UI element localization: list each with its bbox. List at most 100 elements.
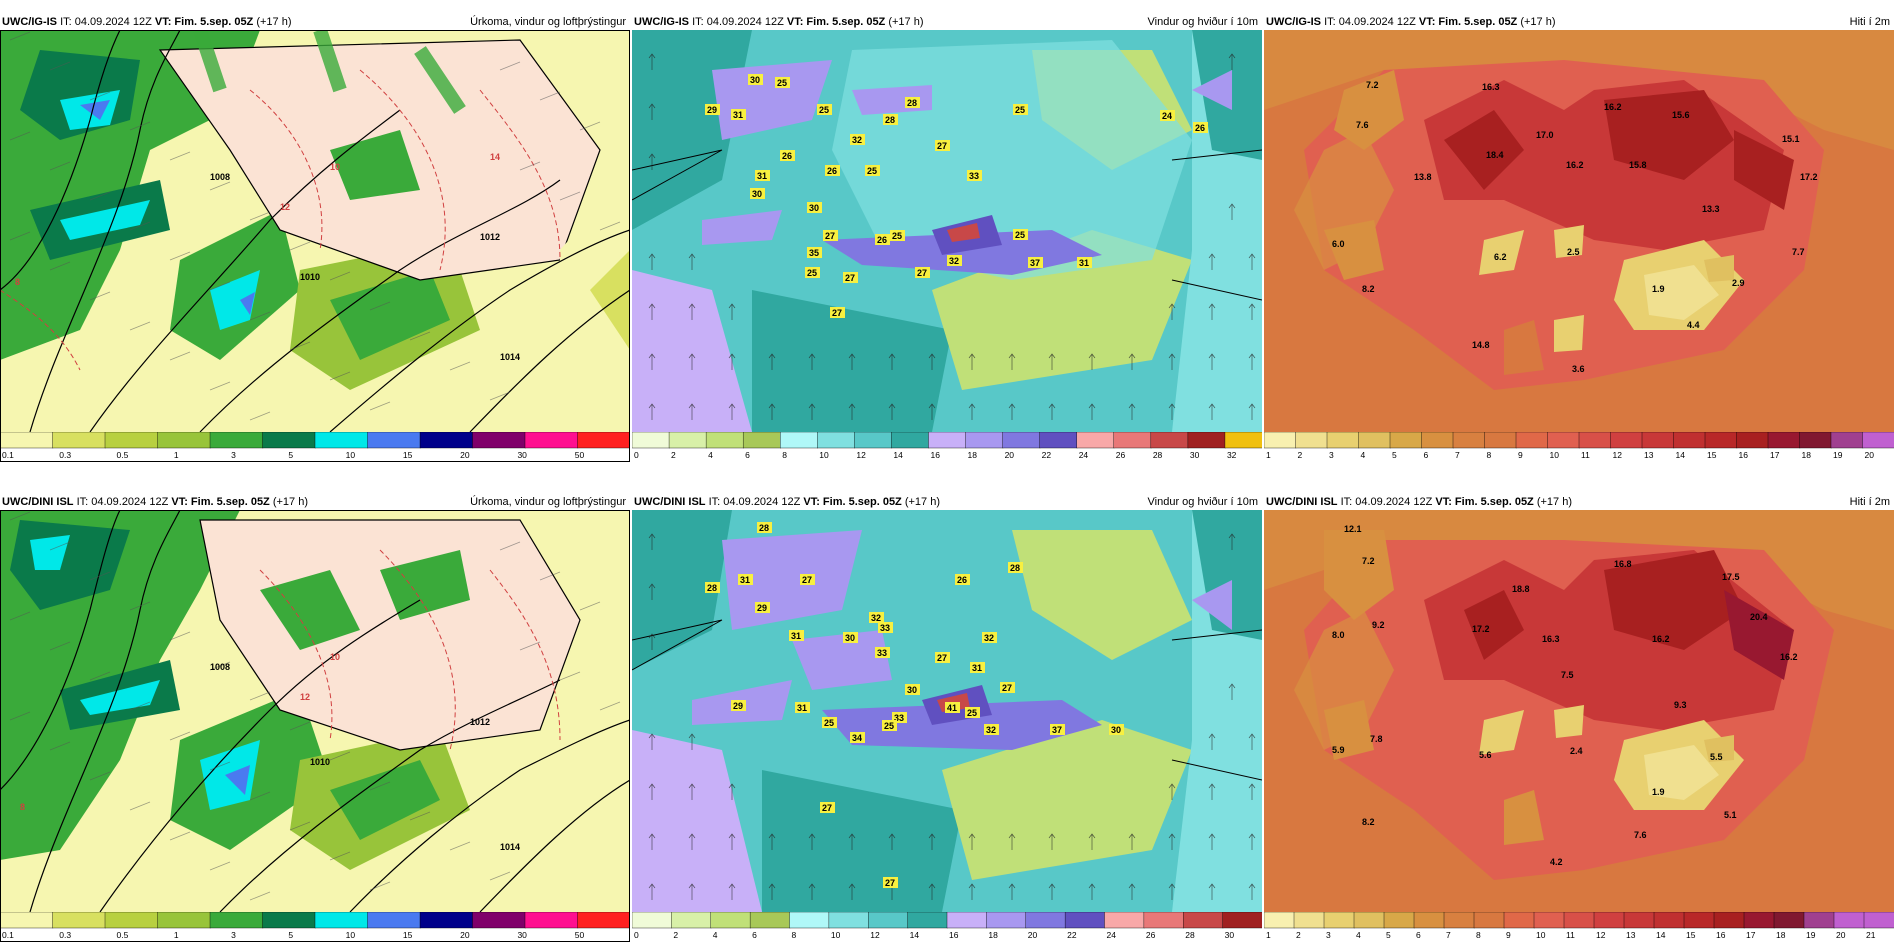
colorbar-tick-label: 30 — [517, 930, 527, 940]
colorbar-tick-label: 2 — [1298, 450, 1303, 460]
colorbar-swatch — [742, 432, 781, 449]
gust-label-box — [800, 574, 815, 585]
colorbar-tick-label: 20 — [1005, 450, 1015, 460]
gust-label: 27 — [832, 308, 842, 318]
colorbar-tick-label: 28 — [1153, 450, 1163, 460]
temperature-label: 9.3 — [1674, 700, 1687, 710]
colorbar-tick-label: 16 — [949, 930, 959, 940]
precip-map: 1008 1010 1012 1014 12 10 8 — [0, 510, 630, 912]
gust-label: 33 — [880, 623, 890, 633]
colorbar-tick-label: 22 — [1042, 450, 1052, 460]
temperature-label: 8.2 — [1362, 817, 1375, 827]
gust-label-group: 30 25 29 31 28 25 28 32 27 31 26 25 26 25 33 30 30 26 27 35… — [705, 74, 1208, 318]
temperature-label: 13.8 — [1414, 172, 1432, 182]
gust-label-box — [850, 134, 865, 145]
temperature-label: 13.3 — [1702, 204, 1720, 214]
colorbar-tick-label: 2 — [1296, 930, 1301, 940]
colorbar-swatch — [780, 432, 818, 449]
colorbar-tick-label: 15 — [403, 450, 413, 460]
gust-label-box — [823, 230, 838, 241]
colorbar-swatch — [524, 432, 579, 449]
temp-map-svg: 7.2 16.3 7.6 16.2 15.6 18.4 17.0 15.1 13.8 16.2 15… — [1264, 30, 1894, 432]
colorbar-tick-label: 5 — [288, 930, 293, 940]
colorbar-tick-label: 0.3 — [59, 450, 71, 460]
init-time: IT: 04.09.2024 12Z — [692, 16, 784, 28]
temperature-label: 4.2 — [1550, 857, 1563, 867]
colorbar-swatch — [671, 912, 712, 929]
temp-panel-dini: UWC/DINI ISL IT: 04.09.2024 12Z VT: Fim.… — [1264, 494, 1894, 944]
colorbar-swatch — [209, 432, 264, 449]
colorbar-tick-label: 3 — [1329, 450, 1334, 460]
colorbar-swatch — [0, 432, 54, 449]
colorbar-tick-label: 0 — [634, 450, 639, 460]
panel-title: UWC/IG-IS IT: 04.09.2024 12Z VT: Fim. 5.… — [0, 14, 630, 30]
gust-label: 37 — [1052, 725, 1062, 735]
colorbar-swatch — [1002, 432, 1041, 449]
gust-label: 30 — [809, 203, 819, 213]
gust-label: 26 — [1195, 123, 1205, 133]
colorbar-tick-label: 16 — [1739, 450, 1749, 460]
colorbar-tick-label: 20 — [1028, 930, 1038, 940]
colorbar-swatch — [314, 912, 369, 929]
colorbar-swatch — [1039, 432, 1078, 449]
colorbar-swatch — [632, 432, 670, 449]
temperature-label: 16.3 — [1482, 82, 1500, 92]
colorbar-swatch — [946, 912, 988, 929]
colorbar-swatch — [1293, 912, 1325, 929]
panel-title: UWC/DINI ISL IT: 04.09.2024 12Z VT: Fim.… — [0, 494, 630, 510]
colorbar-swatch — [1547, 432, 1580, 449]
colorbar-swatch — [1150, 432, 1189, 449]
colorbar-swatch — [1743, 912, 1775, 929]
temperature-label: 12.1 — [1344, 524, 1362, 534]
isotherm-label: 8 — [15, 277, 20, 287]
colorbar-swatch — [1183, 912, 1224, 929]
temp-map: 7.2 16.3 7.6 16.2 15.6 18.4 17.0 15.1 13.8 16.2 15… — [1264, 30, 1894, 432]
colorbar-swatch — [1421, 432, 1454, 449]
colorbar-tick-label: 8 — [1476, 930, 1481, 940]
bottom-row: UWC/DINI ISL IT: 04.09.2024 12Z VT: Fim.… — [0, 494, 1900, 944]
temperature-label: 7.6 — [1634, 830, 1647, 840]
colorbar-tick-label: 12 — [1613, 450, 1623, 460]
colorbar-tick-label: 22 — [1067, 930, 1077, 940]
colorbar-swatch — [1713, 912, 1745, 929]
colorbar-tick-label: 17 — [1770, 450, 1780, 460]
colorbar-tick-label: 10 — [831, 930, 841, 940]
gust-label-box — [915, 267, 930, 278]
colorbar-tick-label: 11 — [1581, 450, 1590, 460]
colorbar-swatch — [986, 912, 1027, 929]
isobar-label: 1010 — [300, 272, 320, 282]
init-time: IT: 04.09.2024 12Z — [1340, 496, 1433, 508]
temperature-label: 7.6 — [1356, 120, 1369, 130]
colorbar-tick-label: 18 — [988, 930, 998, 940]
colorbar-swatch — [1673, 432, 1706, 449]
gust-label: 30 — [907, 685, 917, 695]
gust-label: 33 — [969, 171, 979, 181]
colorbar-tick-label: 4 — [713, 930, 718, 940]
colorbar-tick-label: 6 — [1424, 450, 1429, 460]
colorbar-tick-label: 18 — [1776, 930, 1786, 940]
temperature-label: 17.0 — [1536, 130, 1554, 140]
valid-time: VT: Fim. 5.sep. 05Z — [803, 496, 902, 508]
colorbar-tick-label: 5 — [1386, 930, 1391, 940]
gust-label-box — [775, 77, 790, 88]
colorbar-tick-label: 3 — [1326, 930, 1331, 940]
lead-time: (+17 h) — [272, 496, 309, 508]
colorbar-tick-label: 0 — [634, 930, 639, 940]
colorbar-tick-label: 7 — [1446, 930, 1451, 940]
gust-label-box — [967, 170, 982, 181]
temperature-label: 15.6 — [1672, 110, 1690, 120]
colorbar-swatch — [1187, 432, 1226, 449]
colorbar-tick-label: 32 — [1227, 450, 1237, 460]
isotherm-label: 8 — [20, 802, 25, 812]
gust-label-box — [935, 140, 950, 151]
lead-time: (+17 h) — [888, 16, 924, 28]
temperature-label: 5.9 — [1332, 745, 1345, 755]
gust-label: 30 — [750, 75, 760, 85]
gust-label-box — [882, 720, 897, 731]
colorbar-tick-label: 3 — [231, 450, 236, 460]
gust-label-box — [982, 632, 997, 643]
lead-time: (+17 h) — [1520, 16, 1556, 28]
init-time: IT: 04.09.2024 12Z — [76, 496, 169, 508]
colorbar-tick-label: 3 — [231, 930, 236, 940]
colorbar-tick-label: 11 — [1566, 930, 1575, 940]
